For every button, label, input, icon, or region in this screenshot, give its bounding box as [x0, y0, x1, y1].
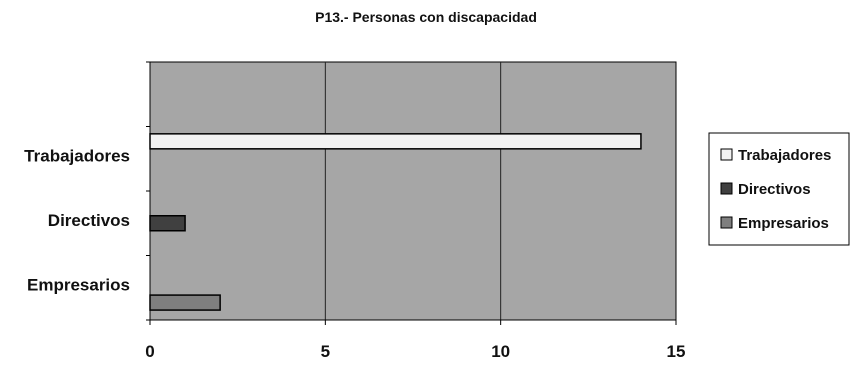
legend-swatch-directivos — [720, 182, 733, 195]
x-tick-label-0: 0 — [145, 342, 154, 360]
bar-directivos — [149, 215, 186, 232]
legend-label-empresarios: Empresarios — [738, 215, 829, 232]
x-tick-label-15: 15 — [667, 342, 686, 360]
labels: 0 5 10 15 Trabajadores Directivos Empresarios — [24, 147, 686, 361]
legend-label-trabajadores: Trabajadores — [738, 147, 831, 164]
x-tick-label-10: 10 — [491, 342, 510, 360]
y-category-label-directivos: Directivos — [48, 211, 130, 230]
plot-area — [149, 61, 677, 321]
legend-label-directivos: Directivos — [738, 181, 811, 198]
legend-swatch-trabajadores — [720, 148, 733, 161]
y-category-label-empresarios: Empresarios — [27, 276, 130, 295]
axes — [146, 61, 677, 325]
y-category-label-trabajadores: Trabajadores — [24, 147, 130, 166]
legend-swatch-empresarios — [720, 216, 733, 229]
legend: Trabajadores Directivos Empresarios — [708, 132, 850, 246]
gridlines — [324, 62, 502, 320]
bar-trabajadores — [149, 133, 642, 150]
chart-title: P13.- Personas con discapacidad — [315, 9, 537, 25]
bars — [149, 133, 642, 311]
bar-empresarios — [149, 294, 221, 311]
x-tick-label-5: 5 — [321, 342, 330, 360]
